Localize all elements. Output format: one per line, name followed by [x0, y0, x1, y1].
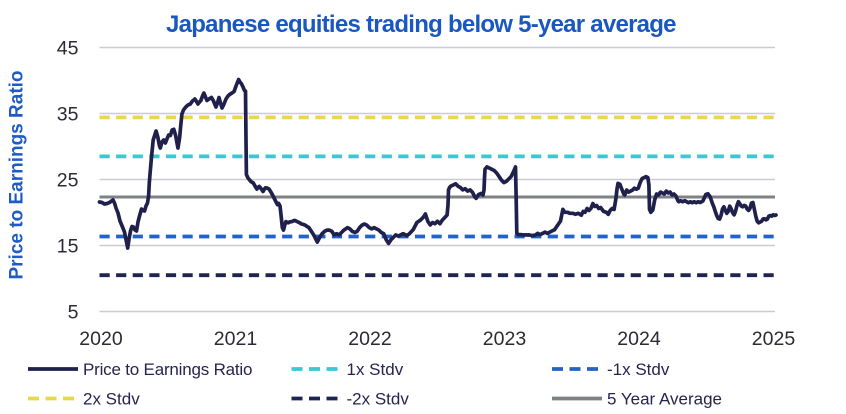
svg-text:45: 45: [57, 38, 79, 60]
svg-text:2x Stdv: 2x Stdv: [83, 390, 140, 409]
svg-text:-1x Stdv: -1x Stdv: [607, 360, 670, 379]
svg-text:Price to Earnings Ratio: Price to Earnings Ratio: [83, 360, 252, 379]
svg-text:Price to Earnings Ratio: Price to Earnings Ratio: [7, 70, 28, 279]
svg-text:2024: 2024: [617, 328, 661, 350]
svg-text:2025: 2025: [752, 328, 796, 350]
svg-text:Japanese equities trading belo: Japanese equities trading below 5-year a…: [166, 11, 676, 38]
svg-text:2020: 2020: [79, 328, 123, 350]
svg-text:2023: 2023: [483, 328, 526, 350]
svg-text:2022: 2022: [348, 328, 391, 350]
svg-text:1x Stdv: 1x Stdv: [347, 360, 404, 379]
svg-text:5 Year Average: 5 Year Average: [607, 390, 722, 409]
svg-text:25: 25: [57, 170, 79, 192]
svg-text:15: 15: [57, 236, 79, 258]
svg-text:2021: 2021: [214, 328, 257, 350]
svg-text:-2x Stdv: -2x Stdv: [347, 390, 410, 409]
svg-text:5: 5: [68, 302, 79, 324]
svg-text:35: 35: [57, 104, 79, 126]
